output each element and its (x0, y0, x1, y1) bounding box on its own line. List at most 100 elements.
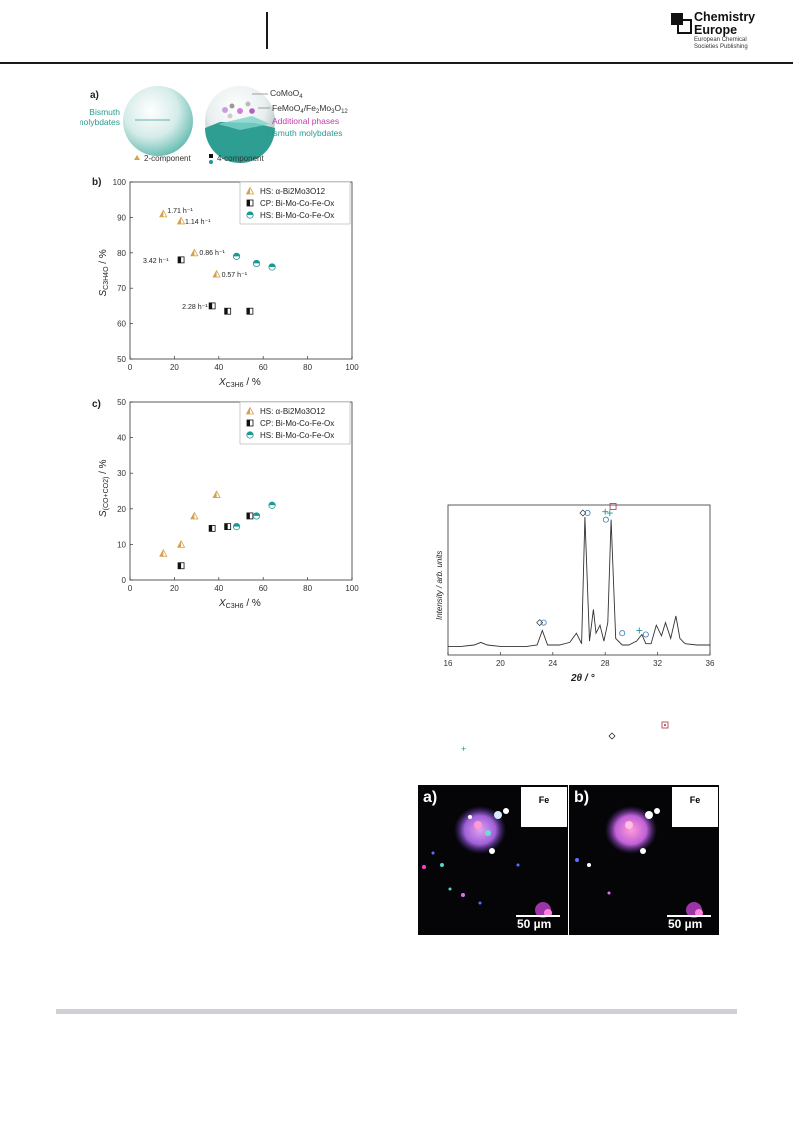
chart-legend: HS: α-Bi2Mo3O12 CP: Bi-Mo-Co-Fe-Ox HS: Bi-… (239, 181, 351, 225)
data-point (246, 307, 254, 315)
legend-label: CP: Bi-Mo-Co-Fe-Ox (260, 199, 334, 208)
data-point (246, 512, 254, 520)
space-velocity-annotation: 3.42 h⁻¹ (143, 258, 169, 265)
data-point (212, 269, 221, 278)
phase-marker (584, 510, 591, 517)
legend-marker (246, 199, 254, 207)
plot-frame (447, 504, 711, 656)
x-tick-label: 28 (601, 659, 610, 668)
data-point (268, 501, 276, 509)
legend-marker (245, 186, 255, 195)
y-axis-label: S(CO+CO2) / % (98, 459, 110, 517)
micrograph-b-label: b) (574, 789, 590, 806)
panel-a-schematic: a) Bismuth molybdates CoMoO4 FeMoO4/Fe2M… (80, 86, 348, 164)
micrograph-a-label: a) (423, 789, 438, 806)
panel-c-chart: c) 0 20 40 60 80 100 0 10 20 30 40 50 XC3H6 / % S(CO+C… (92, 398, 359, 610)
data-point (208, 302, 216, 310)
rgb-legend-b: Fe Bi Mo (672, 787, 718, 827)
y-tick-label: 0 (122, 576, 127, 585)
space-velocity-annotation: 0.57 h⁻¹ (222, 272, 248, 279)
panel-label: b) (92, 177, 101, 188)
rgb-legend-a: Fe Co Mo (521, 787, 567, 827)
x-tick-label: 40 (214, 363, 223, 372)
left-sphere-label: Bismuth (89, 107, 120, 117)
chart-legend: HS: α-Bi2Mo3O12 CP: Bi-Mo-Co-Fe-Ox HS: Bi-… (239, 401, 351, 445)
panel-a-label: a) (90, 90, 99, 101)
y-tick-label: 50 (117, 398, 126, 407)
phase-marker (636, 627, 643, 634)
scale-label-a: 50 µm (517, 917, 552, 931)
phase-marker (642, 631, 649, 638)
x-tick-label: 32 (653, 659, 662, 668)
x-tick-label: 60 (259, 363, 268, 372)
y-tick-label: 70 (117, 284, 126, 293)
svg-text:Mo: Mo (698, 810, 711, 820)
label-femoo4: FeMoO4/Fe2Mo3O12 (272, 103, 348, 115)
phase-marker (540, 619, 547, 626)
scale-bar-b (667, 915, 711, 917)
label-additional-phases: Additional phases (272, 116, 339, 126)
plus-marker-key: + (461, 744, 466, 754)
legend-marker (245, 406, 255, 415)
y-tick-label: 100 (113, 178, 127, 187)
x-tick-label: 0 (128, 363, 133, 372)
legend-label: HS: α-Bi2Mo3O12 (260, 407, 326, 416)
x-tick-label: 16 (444, 659, 453, 668)
micrograph-a: Fe Co Mo a) 50 µm (418, 785, 568, 935)
legend-marker (246, 419, 254, 427)
svg-text:Mo: Mo (547, 810, 560, 820)
data-point (212, 490, 221, 498)
x-axis-label: 2θ / ° (570, 673, 595, 684)
phase-marker (606, 510, 613, 517)
data-point (252, 259, 261, 268)
legend-label: HS: Bi-Mo-Co-Fe-Ox (260, 431, 334, 440)
phase-marker (536, 619, 544, 627)
label-comoo4: CoMoO4 (270, 88, 303, 100)
header-divider (266, 12, 268, 49)
space-velocity-annotation: 1.71 h⁻¹ (167, 208, 193, 215)
label-bismuth-molybdates: Bismuth molybdates (266, 128, 343, 138)
data-point (159, 209, 168, 218)
y-tick-label: 40 (117, 434, 126, 443)
data-point (268, 263, 276, 271)
legend-label: HS: Bi-Mo-Co-Fe-Ox (260, 211, 334, 220)
phase-marker (619, 630, 626, 637)
x-tick-label: 24 (548, 659, 557, 668)
data-point (176, 216, 186, 225)
data-point (224, 307, 232, 315)
micrograph-b: Fe Bi Mo b) 50 µm (569, 785, 719, 935)
legend-label: CP: Bi-Mo-Co-Fe-Ox (260, 419, 334, 428)
scale-bar-a (516, 915, 560, 917)
y-axis-label: SC3H4O / % (98, 249, 110, 296)
svg-text:molybdates: molybdates (80, 117, 120, 127)
data-point (176, 540, 186, 548)
x-tick-label: 80 (303, 584, 312, 593)
xrd-pattern-line (448, 516, 710, 647)
svg-text:Fe: Fe (539, 795, 550, 805)
data-point (159, 548, 168, 557)
data-point (177, 256, 185, 264)
data-point (232, 252, 241, 260)
space-velocity-annotation: 1.14 h⁻¹ (185, 219, 211, 226)
y-tick-label: 80 (117, 249, 126, 258)
brand-subtitle: European Chemical Societies Publishing (694, 37, 748, 50)
y-tick-label: 30 (117, 469, 126, 478)
x-tick-label: 0 (128, 584, 133, 593)
header-rule (0, 62, 793, 64)
svg-text:Co: Co (529, 810, 541, 820)
x-tick-label: 20 (496, 659, 505, 668)
phase-marker (602, 516, 609, 523)
svg-text:Bi: Bi (682, 810, 691, 820)
y-tick-label: 60 (117, 320, 126, 329)
footer-rule (56, 1009, 737, 1014)
space-velocity-annotation: 0.86 h⁻¹ (199, 250, 225, 257)
y-tick-label: 90 (117, 213, 126, 222)
data-point (190, 511, 199, 520)
x-tick-label: 100 (345, 363, 359, 372)
y-tick-label: 10 (117, 540, 126, 549)
y-axis-label: Intensity / arb. units (435, 551, 444, 620)
data-point (252, 512, 261, 520)
y-tick-label: 50 (117, 355, 126, 364)
x-tick-label: 100 (345, 584, 359, 593)
svg-text:Fe: Fe (690, 795, 701, 805)
